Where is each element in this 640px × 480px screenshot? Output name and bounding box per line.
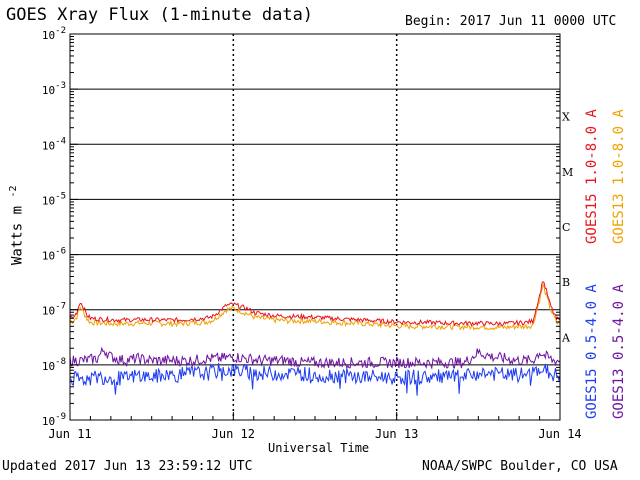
series-line-3	[69, 362, 561, 396]
flare-class-a: A	[561, 331, 571, 344]
series-line-2	[69, 346, 561, 370]
legend-goes15-long: GOES15 1.0-8.0 A	[584, 109, 600, 244]
flare-class-x: X	[562, 111, 570, 124]
updated-timestamp: Updated 2017 Jun 13 23:59:12 UTC	[2, 459, 253, 474]
y-tick-label-4: 10-6	[42, 247, 66, 263]
flare-class-b: B	[562, 276, 570, 289]
flare-class-c: C	[562, 221, 570, 234]
y-tick-label-1: 10-3	[42, 81, 66, 97]
y-tick-label-3: 10-5	[42, 191, 66, 207]
series-line-0	[69, 283, 561, 331]
x-tick-label-3: Jun 14	[538, 427, 581, 441]
credit: NOAA/SWPC Boulder, CO USA	[422, 459, 618, 474]
x-tick-label-2: Jun 13	[375, 427, 418, 441]
y-tick-label-0: 10-2	[42, 26, 66, 42]
y-tick-label-2: 10-4	[42, 136, 66, 152]
chart-title: GOES Xray Flux (1-minute data)	[6, 5, 314, 25]
series-line-1	[69, 280, 561, 327]
y-tick-label-6: 10-8	[42, 357, 66, 373]
begin-time: Begin: 2017 Jun 11 0000 UTC	[405, 14, 617, 29]
x-axis-label: Universal Time	[268, 441, 370, 455]
legend-goes15-short: GOES15 0.5-4.0 A	[584, 284, 600, 419]
flare-class-m: M	[562, 166, 573, 179]
x-tick-label-0: Jun 11	[48, 427, 91, 441]
y-tick-label-7: 10-9	[42, 412, 66, 428]
y-tick-label-5: 10-7	[42, 302, 66, 318]
legend-goes13-long: GOES13 1.0-8.0 A	[611, 109, 627, 244]
x-tick-label-1: Jun 12	[212, 427, 255, 441]
legend-goes13-short: GOES13 0.5-4.0 A	[611, 284, 627, 419]
